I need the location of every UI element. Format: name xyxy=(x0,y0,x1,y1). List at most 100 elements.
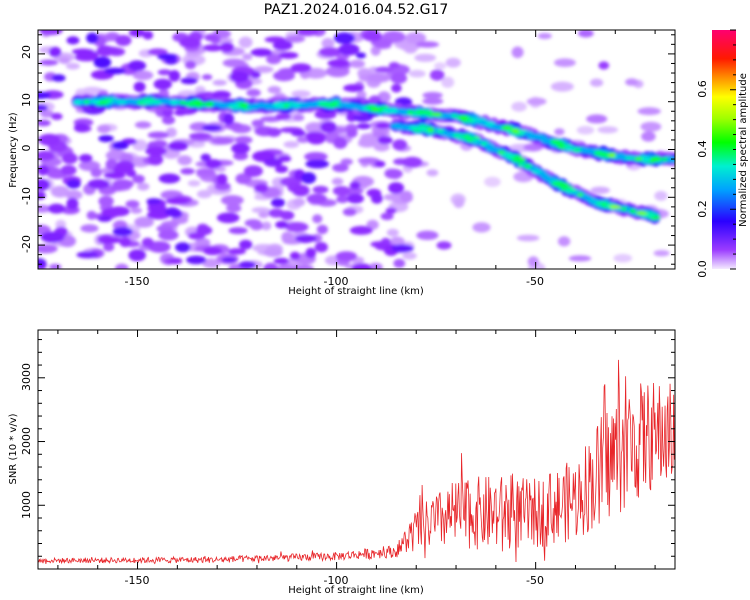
heatmap-cell-546 xyxy=(371,193,383,204)
heatmap-cell-590 xyxy=(38,258,46,267)
heatmap-cell-1054 xyxy=(661,157,668,161)
heatmap-cell-147 xyxy=(261,221,272,231)
heatmap-cell-1248 xyxy=(621,207,627,211)
colorbar-tick-3: 0.6 xyxy=(696,80,709,98)
heatmap-cell-370 xyxy=(39,59,59,66)
heatmap-cell-1236 xyxy=(418,127,427,131)
heatmap-cell-572 xyxy=(338,43,360,56)
heatmap-cell-123 xyxy=(212,79,227,86)
heatmap-cell-587 xyxy=(270,198,286,208)
heatmap-cell-290 xyxy=(357,157,380,164)
heatmap-cell-73 xyxy=(386,228,399,237)
heatmap-cell-440 xyxy=(401,156,423,168)
heatmap-cell-506 xyxy=(103,172,126,179)
heatmap-cell-269 xyxy=(80,224,99,233)
heatmap-cell-369 xyxy=(132,174,145,184)
heatmap-cell-551 xyxy=(66,197,79,210)
heatmap-cell-542 xyxy=(149,202,167,215)
heatmap-cell-585 xyxy=(165,207,180,217)
spectrogram-heatmap xyxy=(38,30,675,269)
colorbar: 0.0 0.2 0.4 0.6 Normalized spectral ampl… xyxy=(696,29,749,278)
spectrogram-xtick-1: -100 xyxy=(324,275,349,288)
heatmap-cell-5 xyxy=(576,125,595,135)
heatmap-cell-1032 xyxy=(230,103,241,108)
heatmap-cell-428 xyxy=(436,241,452,250)
heatmap-cell-550 xyxy=(128,249,146,262)
heatmap-cell-1047 xyxy=(572,147,582,152)
heatmap-cell-375 xyxy=(304,152,328,162)
heatmap-cell-549 xyxy=(231,143,250,154)
heatmap-cell-466 xyxy=(292,184,310,197)
heatmap-cell-226 xyxy=(40,110,54,118)
heatmap-cell-205 xyxy=(97,124,111,134)
heatmap-cell-372 xyxy=(384,168,403,179)
heatmap-cell-1041 xyxy=(431,112,443,117)
heatmap-cell-185 xyxy=(305,122,324,134)
heatmap-cell-217 xyxy=(511,46,524,59)
heatmap-cell-556 xyxy=(250,71,261,79)
snr-ticks xyxy=(38,330,675,570)
heatmap-cell-538 xyxy=(47,203,66,214)
heatmap-cell-593 xyxy=(305,159,330,169)
colorbar-gradient xyxy=(712,30,736,269)
heatmap-cell-380 xyxy=(346,128,358,138)
spectrogram-xtick-0: -150 xyxy=(125,275,150,288)
heatmap-cell-406 xyxy=(374,66,393,73)
heatmap-cell-544 xyxy=(377,136,393,145)
spectrogram-ytick-1: -10 xyxy=(20,187,33,205)
heatmap-cell-86 xyxy=(590,78,604,87)
heatmap-cell-445 xyxy=(141,237,154,248)
heatmap-cell-1034 xyxy=(273,103,285,109)
heatmap-cell-1031 xyxy=(204,101,214,107)
heatmap-cell-480 xyxy=(168,257,183,265)
heatmap-cell-289 xyxy=(415,41,440,48)
heatmap-cell-20 xyxy=(81,86,104,96)
heatmap-cell-257 xyxy=(276,263,295,269)
heatmap-cell-424 xyxy=(157,69,172,76)
snr-ytick-0: 1000 xyxy=(20,491,33,519)
heatmap-cell-509 xyxy=(220,42,235,53)
heatmap-cell-485 xyxy=(119,236,132,248)
colorbar-label: Normalized spectral amplitude xyxy=(738,73,749,227)
heatmap-cell-195 xyxy=(349,59,366,69)
heatmap-cell-158 xyxy=(258,211,269,219)
heatmap-cell-600 xyxy=(333,32,355,44)
heatmap-cell-336 xyxy=(234,136,253,144)
heatmap-cell-476 xyxy=(228,248,246,255)
heatmap-cell-203 xyxy=(625,78,639,86)
heatmap-cell-441 xyxy=(60,165,77,176)
heatmap-cell-23 xyxy=(55,219,67,230)
heatmap-cell-410 xyxy=(204,33,217,42)
heatmap-cell-524 xyxy=(275,165,288,174)
snr-plot-area xyxy=(38,330,675,569)
heatmap-cell-356 xyxy=(147,131,170,139)
heatmap-cell-187 xyxy=(554,58,576,67)
heatmap-cell-145 xyxy=(50,185,70,198)
heatmap-cell-168 xyxy=(263,247,283,258)
heatmap-cell-97 xyxy=(426,169,439,177)
heatmap-cell-1021 xyxy=(73,99,83,104)
heatmap-cell-571 xyxy=(294,234,318,243)
heatmap-cell-212 xyxy=(554,128,565,136)
heatmap-cell-266 xyxy=(422,91,443,99)
heatmap-cell-1242 xyxy=(505,154,515,159)
heatmap-cell-262 xyxy=(120,152,134,164)
heatmap-cell-1245 xyxy=(565,188,578,193)
heatmap-cell-1247 xyxy=(609,204,622,209)
heatmap-cell-609 xyxy=(157,53,178,61)
heatmap-cell-1040 xyxy=(423,111,434,116)
heatmap-cell-1203 xyxy=(512,157,526,163)
heatmap-cell-347 xyxy=(316,224,328,235)
heatmap-cell-439 xyxy=(266,127,282,137)
heatmap-cell-574 xyxy=(76,251,99,259)
heatmap-cell-452 xyxy=(38,150,55,161)
heatmap-cell-296 xyxy=(416,230,439,240)
heatmap-cell-451 xyxy=(61,152,78,164)
heatmap-cell-64 xyxy=(550,81,574,92)
heatmap-cell-496 xyxy=(145,146,167,156)
heatmap-cell-317 xyxy=(195,168,216,175)
heatmap-cell-403 xyxy=(148,241,171,253)
heatmap-cell-543 xyxy=(205,159,222,169)
heatmap-cell-568 xyxy=(158,173,181,184)
heatmap-cell-326 xyxy=(244,219,262,228)
